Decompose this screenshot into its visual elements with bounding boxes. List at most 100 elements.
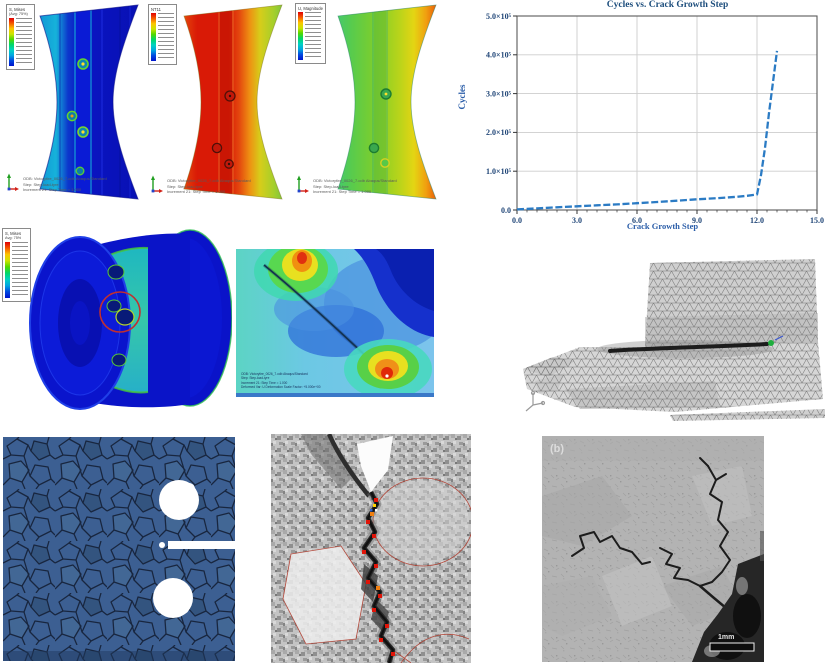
colorbar	[151, 13, 156, 61]
footer-line: Step: Step-load-tyre	[241, 376, 270, 381]
footer-line: Step: Step-load-tyre	[167, 183, 203, 189]
upper-crack	[326, 433, 371, 498]
footer-line: ODB: Victorytire_0026_7.odb Abaqus/Stand…	[241, 372, 308, 377]
crack-tip-marker	[768, 340, 774, 346]
mesh-bottom-strip-pattern	[670, 409, 825, 421]
legend-subtitle: (Avg: 75%)	[9, 12, 28, 16]
chart-title: Cycles vs. Crack Growth Step	[606, 0, 729, 10]
crack-tip-normal	[774, 335, 784, 341]
legend-values-lines	[158, 13, 174, 61]
polycrystal-specimen	[3, 437, 235, 661]
panel-crack-mesh	[505, 247, 830, 423]
notch	[357, 436, 393, 492]
view-footer: ODB: Victorytire_0026_7.odb Abaqus/Stand…	[6, 172, 107, 192]
panel-crack-simulation	[271, 433, 474, 663]
mesh-wall	[645, 259, 818, 347]
crack-growth-chart: 0.0 3.0 6.0 9.0 12.0 15.0 0.0 1.0×10⁵ 2.0×10⁵ 3.0…	[486, 12, 824, 225]
wheel-nt11-contour	[183, 4, 283, 200]
colorbar	[5, 241, 10, 298]
legend-title: S, Mises	[5, 231, 22, 236]
scale-bar: 1mm	[709, 634, 755, 652]
legend-subtitle: Avg: 75%	[5, 236, 22, 240]
colorbar	[9, 17, 14, 66]
dark-streak	[301, 434, 356, 489]
grain-patches	[542, 436, 764, 636]
x-tick-label: 15.0	[810, 216, 824, 225]
y-tick-label: 0.0	[501, 206, 511, 215]
footer-line: Step: Step-load-tyre	[313, 183, 349, 189]
scale-bar-text: 1mm	[718, 634, 734, 641]
wheel-displacement-contour	[337, 4, 437, 200]
contour-legend: U, Magnitude	[295, 3, 326, 64]
odb-footer-text: ODB: Victorytire_0026_7.odb Abaqus/Stand…	[167, 178, 251, 194]
footer-line: Increment 21: Step Time = 1.000	[313, 188, 372, 194]
plot-border	[516, 15, 818, 211]
axis-triad-icon	[297, 175, 309, 193]
odb-footer-text: ODB: Victorytire_0026_7.odb Abaqus/Stand…	[241, 372, 321, 389]
legend-values-lines	[16, 17, 32, 66]
crack-tip-contour	[236, 241, 448, 399]
contour-legend: NT11	[148, 4, 177, 65]
axis-triad-icon	[525, 390, 546, 412]
legend-title: NT11	[151, 7, 161, 12]
panel-microstructure-blue	[3, 437, 235, 661]
x-tick-label: 0.0	[512, 216, 522, 225]
x-tick-label: 9.0	[692, 216, 702, 225]
light-grain-left	[283, 546, 366, 644]
footer-line: ODB: Victorytire_0026_7.odb Abaqus/Stand…	[313, 178, 397, 184]
x-tick-label: 6.0	[632, 216, 642, 225]
bolt-hole-hotspots	[368, 88, 392, 168]
panel-wheel-3d: S, Mises Avg: 75%	[2, 228, 233, 430]
footer-line: Deformed Var: U Deformation Scale Factor…	[241, 384, 321, 389]
bolt-hole-outlines	[211, 90, 236, 169]
odb-footer-text: ODB: Victorytire_0026_7.odb Abaqus/Stand…	[23, 176, 107, 192]
subfigure-label: (b)	[550, 443, 564, 455]
footer-line: Increment 21: Step Time = 1.000	[23, 186, 82, 192]
crack-mesh-view	[523, 259, 825, 421]
y-tick-label: 2.0×10⁵	[486, 128, 512, 137]
legend-title: S, Mises	[9, 7, 26, 12]
crack-location-annotation	[99, 291, 141, 333]
mesh-floor	[523, 342, 823, 412]
mesh-crack-line	[608, 342, 769, 353]
crack-simulation-view	[271, 433, 474, 663]
footer-line: Increment 21: Step Time = 1.000	[241, 380, 288, 385]
hotspot-crack-tip	[344, 339, 432, 399]
footer-line: ODB: Victorytire_0026_7.odb Abaqus/Stand…	[167, 178, 251, 184]
micrograph-view: (b) 1mm	[542, 436, 764, 662]
wheel-3d-body	[29, 229, 233, 410]
intergranular-cracks	[571, 457, 731, 610]
y-tick-label: 5.0×10⁵	[486, 12, 512, 21]
hotspot-crack-mouth	[254, 241, 338, 301]
bolt-hole-hotspots	[66, 58, 89, 176]
panel-micrograph: (b) 1mm	[542, 436, 764, 662]
dark-corrosion-mass	[692, 531, 764, 662]
light-grain-right	[373, 480, 469, 564]
view-footer: ODB: Victorytire_0026_7.odb Abaqus/Stand…	[296, 174, 397, 194]
colorbar	[298, 12, 303, 60]
footer-line: Increment 21: Step Time = 1.000	[167, 188, 226, 194]
bolt-holes	[106, 264, 135, 367]
legend-values-lines	[12, 241, 28, 298]
damaged-elements	[362, 498, 395, 656]
y-tick-label: 4.0×10⁵	[486, 51, 512, 60]
contour-legend: S, Mises (Avg: 75%)	[6, 4, 35, 70]
axis-triad-icon	[7, 173, 19, 191]
x-tick-label: 12.0	[750, 216, 764, 225]
legend-title: U, Magnitude	[298, 6, 323, 11]
y-tick-label: 3.0×10⁵	[486, 89, 512, 98]
y-tick-label: 1.0×10⁵	[486, 167, 512, 176]
axis-triad-icon	[151, 175, 163, 193]
chart-x-axis-label: Crack Growth Step	[626, 221, 699, 231]
main-crack	[359, 489, 398, 663]
cycles-series-line	[516, 50, 779, 211]
wheel-mises-contour	[39, 4, 139, 200]
bottom-shading	[3, 651, 235, 661]
panel-fea-wheel-displacement: U, Magnitude ODB: Victorytire_0026_7.odb…	[292, 0, 456, 202]
x-tick-label: 3.0	[572, 216, 582, 225]
legend-values-lines	[305, 12, 321, 60]
panel-crack-contour: ODB: Victorytire_0026_7.odb Abaqus/Stand…	[236, 241, 448, 399]
footer-line: ODB: Victorytire_0026_7.odb Abaqus/Stand…	[23, 176, 107, 182]
panel-fea-wheel-mises: S, Mises (Avg: 75%) ODB: Victorytire_002…	[2, 2, 152, 202]
